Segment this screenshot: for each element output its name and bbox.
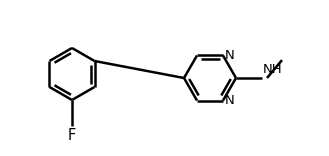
Text: N: N: [224, 94, 234, 107]
Text: N: N: [224, 49, 234, 62]
Text: NH: NH: [263, 63, 283, 76]
Text: F: F: [68, 128, 76, 143]
